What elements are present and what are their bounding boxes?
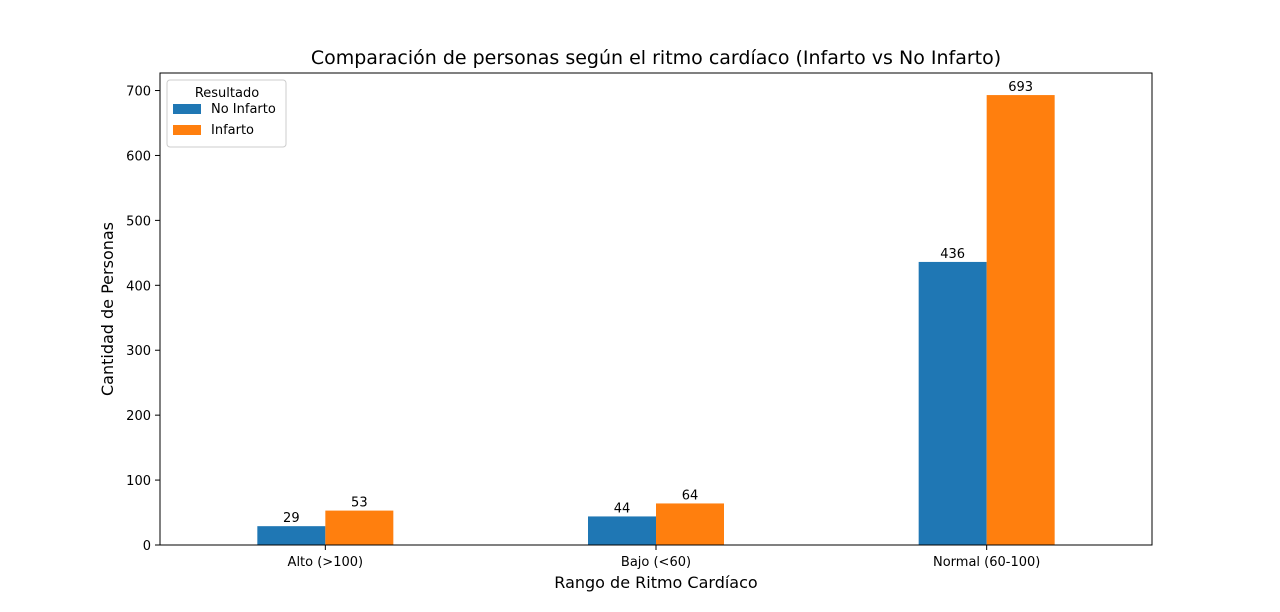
y-axis-title: Cantidad de Personas <box>98 222 117 396</box>
legend-title: Resultado <box>195 86 259 101</box>
x-axis-title: Rango de Ritmo Cardíaco <box>554 573 757 592</box>
bar-no-infarto <box>588 516 656 545</box>
bar-value-label: 29 <box>283 511 300 526</box>
bar-infarto <box>325 510 394 545</box>
x-tick-label: Bajo (<60) <box>621 555 691 570</box>
bar-infarto <box>986 95 1055 545</box>
bar-value-label: 44 <box>614 501 631 516</box>
bar-value-label: 64 <box>682 488 699 503</box>
legend-entry-label: Infarto <box>211 123 254 138</box>
y-tick-label: 500 <box>126 214 151 229</box>
x-tick-label: Alto (>100) <box>288 555 364 570</box>
bar-infarto <box>656 503 724 545</box>
bar-value-label: 693 <box>1008 80 1033 95</box>
legend: Resultado No Infarto Infarto <box>166 79 287 148</box>
y-tick-label: 0 <box>143 539 151 554</box>
bar-value-label: 53 <box>351 496 368 511</box>
y-tick-label: 600 <box>126 149 151 164</box>
y-tick-label: 300 <box>126 344 151 359</box>
bar-no-infarto <box>257 526 326 545</box>
y-tick-label: 700 <box>126 85 151 100</box>
legend-entry-label: No Infarto <box>211 102 276 117</box>
legend-swatch <box>173 104 201 114</box>
plot-frame <box>159 72 1153 546</box>
bars-group: 29 53 44 64 436 693 <box>257 80 1055 545</box>
bar-value-label: 436 <box>940 247 965 262</box>
y-tick-label: 100 <box>126 474 151 489</box>
chart-title: Comparación de personas según el ritmo c… <box>311 47 1001 69</box>
x-tick-label: Normal (60-100) <box>933 555 1040 570</box>
bar-no-infarto <box>918 261 987 545</box>
y-axis: 0 100 200 300 400 500 600 700 <box>126 85 160 554</box>
y-tick-label: 400 <box>126 279 151 294</box>
legend-swatch <box>173 125 201 135</box>
x-axis: Alto (>100) Bajo (<60) Normal (60-100) <box>288 545 1040 570</box>
y-tick-label: 200 <box>126 409 151 424</box>
